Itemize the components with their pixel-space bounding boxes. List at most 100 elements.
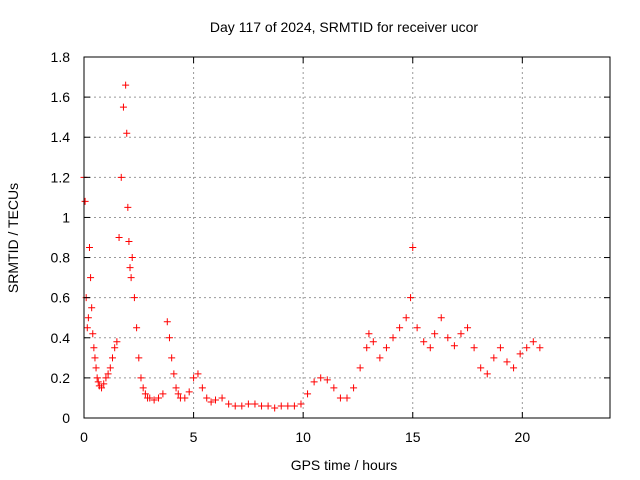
data-point-marker xyxy=(139,384,147,392)
data-point-marker xyxy=(402,314,410,322)
data-point-marker xyxy=(83,324,91,332)
data-point-marker xyxy=(426,344,434,352)
data-point-marker xyxy=(170,370,178,378)
data-point-marker xyxy=(258,402,266,410)
data-point-marker xyxy=(382,344,390,352)
data-point-marker xyxy=(123,129,131,137)
data-point-marker xyxy=(409,244,417,252)
data-point-marker xyxy=(91,354,99,362)
data-point-marker xyxy=(207,398,215,406)
data-point-marker xyxy=(126,264,134,272)
data-point-marker xyxy=(102,374,110,382)
data-point-marker xyxy=(87,274,95,282)
data-point-marker xyxy=(122,81,130,89)
y-tick-label: 0.6 xyxy=(51,290,71,306)
data-point-marker xyxy=(323,376,331,384)
data-point-marker xyxy=(94,378,102,386)
data-point-marker xyxy=(496,344,504,352)
data-point-marker xyxy=(124,203,132,211)
data-points xyxy=(80,81,544,412)
data-point-marker xyxy=(98,384,106,392)
data-point-marker xyxy=(290,402,298,410)
data-point-marker xyxy=(127,274,135,282)
data-point-marker xyxy=(350,384,358,392)
y-tick-label: 0.2 xyxy=(51,370,71,386)
data-point-marker xyxy=(470,344,478,352)
y-tick-label: 1.8 xyxy=(51,49,71,65)
data-point-marker xyxy=(137,374,145,382)
data-point-marker xyxy=(330,384,338,392)
data-point-marker xyxy=(304,390,312,398)
y-tick-label: 1.4 xyxy=(51,129,71,145)
data-point-marker xyxy=(516,350,524,358)
data-point-marker xyxy=(376,354,384,362)
axis-ticks xyxy=(83,56,610,419)
data-point-marker xyxy=(198,384,206,392)
data-point-marker xyxy=(81,197,89,205)
data-point-marker xyxy=(155,394,163,402)
data-point-marker xyxy=(356,364,364,372)
data-point-marker xyxy=(92,364,100,372)
data-point-marker xyxy=(104,370,112,378)
data-point-marker xyxy=(420,338,428,346)
data-point-marker xyxy=(185,388,193,396)
y-tick-label: 0.8 xyxy=(51,250,71,266)
data-point-marker xyxy=(125,238,133,246)
y-axis-label: SRMTID / TECUs xyxy=(5,183,21,293)
data-point-marker xyxy=(84,314,92,322)
data-point-marker xyxy=(389,334,397,342)
data-point-marker xyxy=(146,394,154,402)
data-point-marker xyxy=(365,330,373,338)
data-point-marker xyxy=(165,334,173,342)
data-point-marker xyxy=(190,374,198,382)
x-tick-label: 15 xyxy=(405,429,421,445)
data-point-marker xyxy=(85,244,93,252)
data-point-marker xyxy=(90,344,98,352)
data-point-marker xyxy=(225,400,233,408)
data-point-marker xyxy=(536,344,544,352)
data-point-marker xyxy=(117,173,125,181)
data-point-marker xyxy=(168,354,176,362)
data-point-marker xyxy=(244,400,252,408)
x-tick-label: 5 xyxy=(190,429,198,445)
y-tick-label: 1 xyxy=(62,209,70,225)
data-point-marker xyxy=(115,234,123,241)
data-point-marker xyxy=(159,390,167,398)
data-point-marker xyxy=(89,330,97,338)
y-tick-label: 0 xyxy=(62,410,70,426)
data-point-marker xyxy=(277,402,285,410)
data-point-marker xyxy=(523,344,531,352)
data-point-marker xyxy=(363,344,371,352)
x-tick-label: 0 xyxy=(80,429,88,445)
grid-lines xyxy=(84,57,610,418)
y-tick-label: 0.4 xyxy=(51,330,71,346)
data-point-marker xyxy=(369,338,377,346)
data-point-marker xyxy=(194,370,202,378)
data-point-marker xyxy=(218,394,226,402)
data-point-marker xyxy=(503,358,511,366)
data-point-marker xyxy=(251,400,259,408)
data-point-marker xyxy=(93,374,101,382)
chart-title: Day 117 of 2024, SRMTID for receiver uco… xyxy=(210,19,479,35)
data-point-marker xyxy=(343,394,351,402)
data-point-marker xyxy=(297,400,305,408)
y-tick-label: 1.2 xyxy=(51,169,71,185)
data-point-marker xyxy=(133,324,141,332)
x-tick-label: 20 xyxy=(515,429,531,445)
data-point-marker xyxy=(135,354,143,362)
data-point-marker xyxy=(444,334,452,342)
data-point-marker xyxy=(128,254,136,262)
data-point-marker xyxy=(284,402,292,410)
data-point-marker xyxy=(231,402,239,410)
data-point-marker xyxy=(150,396,158,404)
x-tick-label: 10 xyxy=(295,429,311,445)
data-point-marker xyxy=(271,404,279,412)
data-point-marker xyxy=(181,394,189,402)
data-point-marker xyxy=(310,378,318,386)
data-point-marker xyxy=(317,374,325,382)
data-point-marker xyxy=(336,394,344,402)
data-point-marker xyxy=(396,324,404,332)
data-point-marker xyxy=(529,338,537,346)
data-point-marker xyxy=(457,330,465,338)
